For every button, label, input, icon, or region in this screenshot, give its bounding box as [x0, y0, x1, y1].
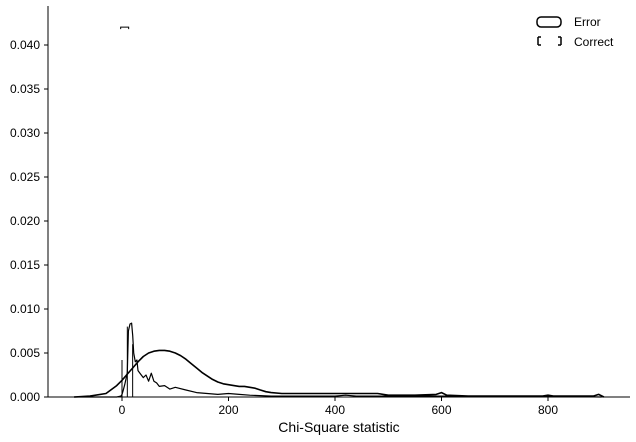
x-ticks: 0 200 400 600 800: [119, 397, 558, 417]
y-tick-label: 0.030: [10, 126, 40, 140]
legend-swatch-error: [536, 16, 562, 28]
legend-label-error: Error: [574, 15, 601, 29]
y-tick-label: 0.020: [10, 214, 40, 228]
legend-swatch-correct: [537, 36, 562, 46]
x-tick-label: 600: [431, 403, 451, 417]
y-tick-label: 0.035: [10, 82, 40, 96]
x-tick-label: 0: [119, 403, 126, 417]
y-tick-label: 0.005: [10, 346, 40, 360]
x-axis-title: Chi-Square statistic: [278, 419, 399, 435]
series-line-error: [74, 349, 605, 398]
y-tick-label: 0.025: [10, 170, 40, 184]
y-ticks: 0.000 0.005 0.010 0.015 0.020 0.025 0.030 0.035…: [10, 38, 48, 404]
y-tick-label: 0.015: [10, 258, 40, 272]
outlier-mark: [120, 26, 130, 30]
series-line-correct: [74, 322, 602, 398]
x-tick-label: 400: [325, 403, 345, 417]
x-tick-label: 800: [538, 403, 558, 417]
series-layer: [74, 26, 605, 398]
y-tick-label: 0.040: [10, 38, 40, 52]
y-tick-label: 0.000: [10, 390, 40, 404]
axes-spines: [47, 6, 630, 398]
y-tick-label: 0.010: [10, 302, 40, 316]
legend-label-correct: Correct: [574, 35, 614, 49]
x-tick-label: 200: [218, 403, 238, 417]
legend: Error Correct: [536, 15, 614, 49]
